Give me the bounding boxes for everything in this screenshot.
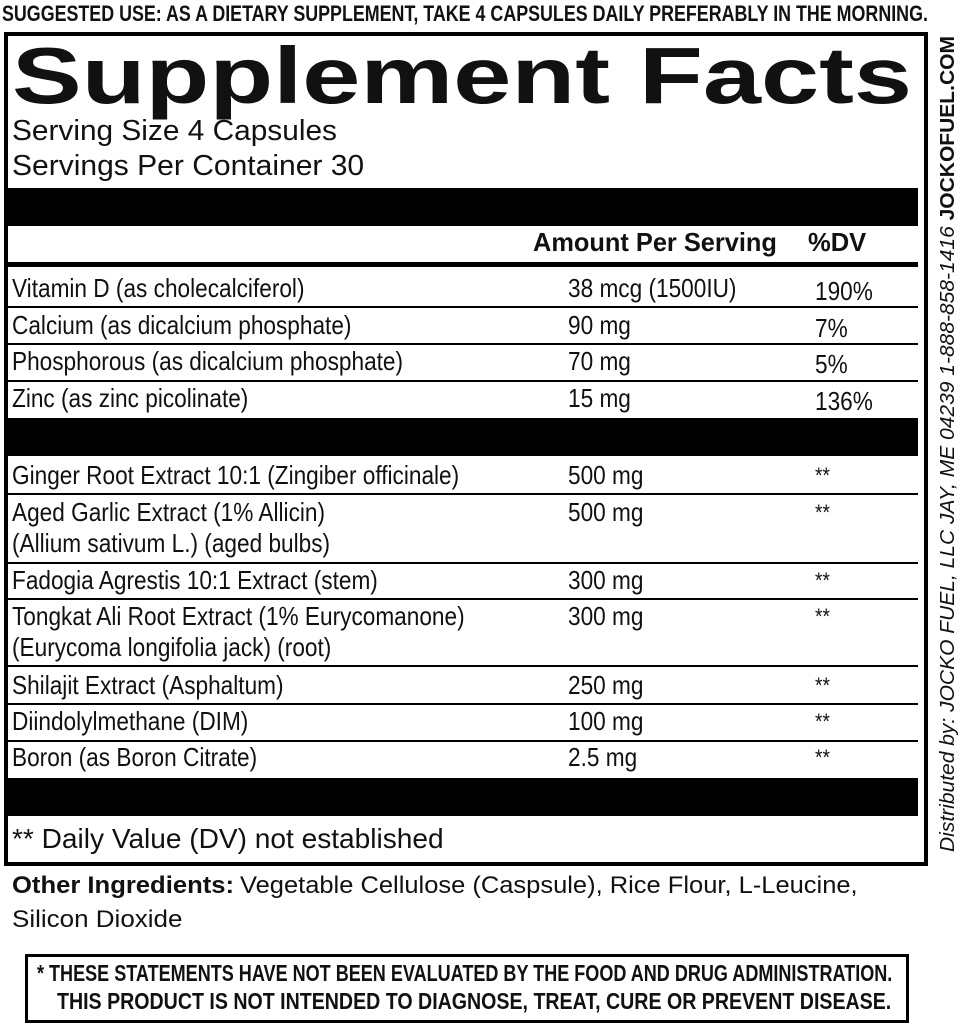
ingredient-amount: 100 mg bbox=[568, 706, 644, 736]
ingredient-dv: ** bbox=[815, 709, 830, 734]
other-ingredients-label: Other Ingredients: bbox=[12, 872, 235, 899]
nutrient-dv: 136% bbox=[815, 386, 873, 416]
website: JOCKOFUEL.COM bbox=[937, 36, 959, 221]
top-note: SUGGESTED USE: AS A DIETARY SUPPLEMENT, … bbox=[2, 1, 928, 26]
ingredient-name: Fadogia Agrestis 10:1 Extract (stem) bbox=[12, 565, 378, 595]
header-dv: %DV bbox=[808, 227, 867, 257]
nutrient-name: Calcium (as dicalcium phosphate) bbox=[12, 310, 352, 340]
nutrient-name: Phosphorous (as dicalcium phosphate) bbox=[12, 346, 404, 376]
panel-border bbox=[4, 32, 928, 866]
ingredient-dv: ** bbox=[815, 745, 830, 770]
distributor: Distributed by: JOCKO FUEL, LLC JAY, ME … bbox=[937, 226, 959, 852]
nutrient-dv: 190% bbox=[815, 276, 873, 306]
side-text-inner: Distributed by: JOCKO FUEL, LLC JAY, ME … bbox=[936, 36, 960, 852]
ingredient-name: Shilajit Extract (Asphaltum) bbox=[12, 670, 284, 700]
other-ingredients-text: Vegetable Cellulose (Caspsule), Rice Flo… bbox=[240, 872, 858, 899]
row-divider bbox=[8, 598, 918, 600]
row-divider bbox=[8, 306, 918, 308]
ingredient-name: Diindolylmethane (DIM) bbox=[12, 706, 249, 736]
ingredient-dv: ** bbox=[815, 463, 830, 488]
ingredient-amount: 2.5 mg bbox=[568, 742, 638, 772]
ingredient-name: Boron (as Boron Citrate) bbox=[12, 742, 258, 772]
black-bar bbox=[8, 188, 918, 226]
header-amount: Amount Per Serving bbox=[533, 227, 777, 257]
nutrient-dv: 5% bbox=[815, 349, 848, 379]
nutrient-dv: 7% bbox=[815, 313, 848, 343]
ingredient-dv: ** bbox=[815, 568, 830, 593]
ingredient-amount: 500 mg bbox=[568, 460, 644, 490]
disclaimer-border bbox=[25, 954, 909, 1023]
serving-size: Serving Size 4 Capsules bbox=[12, 115, 337, 147]
black-bar bbox=[8, 778, 918, 816]
ingredient-name: Tongkat Ali Root Extract (1% Eurycomanon… bbox=[12, 601, 465, 631]
ingredient-name: Ginger Root Extract 10:1 (Zingiber offic… bbox=[12, 460, 460, 490]
side-text: Distributed by: JOCKO FUEL, LLC JAY, ME … bbox=[936, 34, 960, 852]
ingredient-amount: 250 mg bbox=[568, 670, 644, 700]
row-divider bbox=[8, 703, 918, 705]
nutrient-name: Vitamin D (as cholecalciferol) bbox=[12, 273, 305, 303]
nutrient-amount: 38 mcg (1500IU) bbox=[568, 273, 737, 303]
row-divider bbox=[8, 665, 918, 667]
ingredient-dv: ** bbox=[815, 604, 830, 629]
disclaimer-line: THIS PRODUCT IS NOT INTENDED TO DIAGNOSE… bbox=[57, 988, 892, 1014]
row-divider bbox=[8, 343, 918, 345]
ingredient-amount: 500 mg bbox=[568, 497, 644, 527]
row-divider bbox=[8, 562, 918, 564]
ingredient-amount: 300 mg bbox=[568, 601, 644, 631]
row-divider bbox=[8, 740, 918, 742]
ingredient-name: (Allium sativum L.) (aged bulbs) bbox=[12, 528, 331, 558]
ingredient-name: (Eurycoma longifolia jack) (root) bbox=[12, 632, 332, 662]
other-ingredients-text: Silicon Dioxide bbox=[12, 906, 183, 933]
thick-rule bbox=[8, 262, 918, 267]
panel-title: Supplement Facts bbox=[12, 31, 913, 120]
row-divider bbox=[8, 493, 918, 495]
black-bar bbox=[8, 418, 918, 456]
row-divider bbox=[8, 380, 918, 382]
nutrient-amount: 90 mg bbox=[568, 310, 631, 340]
ingredient-dv: ** bbox=[815, 500, 830, 525]
nutrient-amount: 15 mg bbox=[568, 383, 631, 413]
disclaimer-line: * THESE STATEMENTS HAVE NOT BEEN EVALUAT… bbox=[37, 960, 893, 986]
nutrient-name: Zinc (as zinc picolinate) bbox=[12, 383, 249, 413]
ingredient-amount: 300 mg bbox=[568, 565, 644, 595]
ingredient-dv: ** bbox=[815, 673, 830, 698]
ingredient-name: Aged Garlic Extract (1% Allicin) bbox=[12, 497, 326, 527]
nutrient-amount: 70 mg bbox=[568, 346, 631, 376]
footnote: ** Daily Value (DV) not established bbox=[12, 823, 444, 854]
servings-per-container: Servings Per Container 30 bbox=[12, 150, 365, 182]
